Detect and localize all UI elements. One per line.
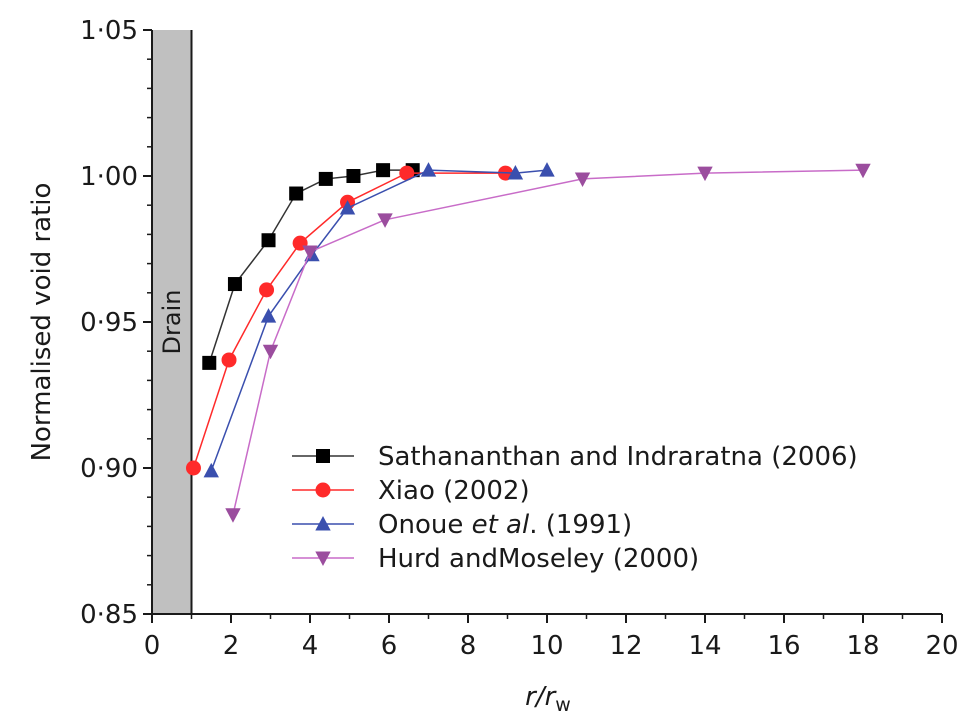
data-point <box>259 282 275 298</box>
legend-label-part: Onoue <box>378 510 472 540</box>
x-tick-label: 10 <box>530 631 563 661</box>
legend: Sathananthan and Indraratna (2006) Xiao (… <box>292 442 858 574</box>
x-tick-label: 18 <box>846 631 879 661</box>
data-point <box>507 165 524 180</box>
data-point <box>399 165 415 181</box>
legend-label-part: Hurd andMoseley (2000) <box>378 544 699 574</box>
y-tick-labels: 0·85 0·90 0·95 1·00 1·05 <box>80 16 138 630</box>
x-axis-title-main: r/r <box>525 682 557 712</box>
legend-label-part: Sathananthan and Indraratna (2006) <box>378 442 858 472</box>
axis-ticks <box>143 29 943 623</box>
legend-item: Onoue et al. (1991) <box>292 510 632 540</box>
data-point <box>202 355 217 370</box>
legend-marker <box>315 515 331 531</box>
x-tick-label: 14 <box>688 631 721 661</box>
x-tick-label: 12 <box>609 631 642 661</box>
data-point <box>225 508 241 523</box>
series-line <box>208 169 413 364</box>
y-tick-label: 0·90 <box>80 454 138 484</box>
data-point <box>203 462 219 478</box>
data-point <box>339 200 356 215</box>
x-tick-label: 6 <box>381 631 398 661</box>
legend-item: Hurd andMoseley (2000) <box>292 544 699 574</box>
x-tick-label: 0 <box>144 631 161 661</box>
legend-label-part: . (1991) <box>529 510 632 540</box>
legend-label: Hurd andMoseley (2000) <box>378 544 699 574</box>
series-0 <box>202 163 420 370</box>
legend-marker <box>316 449 330 463</box>
x-tick-label: 8 <box>460 631 477 661</box>
x-tick-label: 20 <box>925 631 958 661</box>
series-line <box>192 172 506 469</box>
data-point <box>227 277 242 292</box>
data-point <box>420 162 437 177</box>
y-tick-label: 1·00 <box>80 162 138 192</box>
data-point <box>302 245 318 260</box>
x-tick-labels: 0 2 4 6 8 10 12 14 16 18 20 <box>144 631 959 661</box>
data-point <box>855 163 871 179</box>
legend-label: Sathananthan and Indraratna (2006) <box>378 442 858 472</box>
data-point <box>377 213 393 228</box>
data-point <box>318 171 333 186</box>
data-point <box>261 233 276 248</box>
data-point <box>260 308 277 323</box>
legend-label: Onoue et al. (1991) <box>378 510 632 540</box>
data-point <box>539 162 555 177</box>
x-axis-title: r/rw <box>525 682 571 716</box>
x-tick-label: 4 <box>302 631 319 661</box>
legend-marker <box>315 551 331 567</box>
data-point <box>262 344 279 360</box>
y-tick-label: 0·95 <box>80 308 138 338</box>
y-tick-label: 1·05 <box>80 16 138 46</box>
data-point <box>697 166 713 182</box>
y-tick-label: 0·85 <box>80 600 138 630</box>
drain-band <box>152 30 192 614</box>
data-point <box>185 460 201 476</box>
series-2 <box>203 162 555 478</box>
legend-label: Xiao (2002) <box>378 476 530 506</box>
data-point <box>376 163 391 178</box>
data-point <box>346 169 361 183</box>
series-3 <box>225 163 871 523</box>
x-tick-label: 16 <box>767 631 800 661</box>
legend-label-part: Xiao (2002) <box>378 476 530 506</box>
y-axis-title: Normalised void ratio <box>27 183 57 462</box>
legend-marker <box>315 482 331 498</box>
legend-label-part: et al <box>472 510 530 540</box>
data-point <box>574 172 591 187</box>
legend-item: Sathananthan and Indraratna (2006) <box>292 442 858 472</box>
data-point <box>221 352 237 368</box>
data-point <box>289 186 304 201</box>
drain-label: Drain <box>158 290 186 355</box>
series-layer <box>185 162 871 523</box>
x-axis-title-sub: w <box>555 694 571 716</box>
x-tick-label: 2 <box>223 631 240 661</box>
legend-item: Xiao (2002) <box>292 476 530 506</box>
